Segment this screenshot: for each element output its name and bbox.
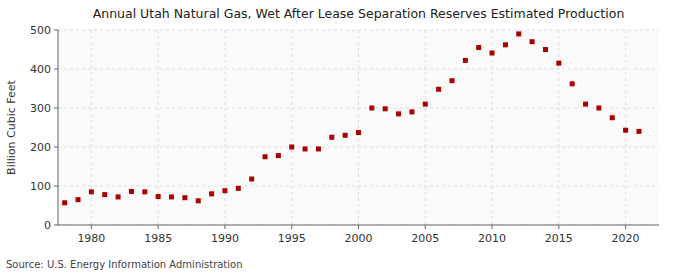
tick bbox=[492, 225, 493, 229]
tick-label: 1985 bbox=[144, 232, 172, 245]
tick-label: 2005 bbox=[411, 232, 439, 245]
tick bbox=[91, 225, 92, 229]
point bbox=[263, 154, 268, 159]
tick-label: 1990 bbox=[211, 232, 239, 245]
y-label: Billion Cubic Feet bbox=[5, 79, 18, 174]
tick bbox=[358, 225, 359, 229]
tick-label: 500 bbox=[30, 24, 51, 37]
tick-label: 2020 bbox=[612, 232, 640, 245]
point bbox=[543, 47, 548, 52]
grid bbox=[58, 30, 659, 225]
point bbox=[249, 176, 254, 181]
point bbox=[182, 195, 187, 200]
tick bbox=[625, 225, 626, 229]
tick-label: 1995 bbox=[278, 232, 306, 245]
point bbox=[596, 106, 601, 111]
point bbox=[343, 133, 348, 138]
point bbox=[209, 191, 214, 196]
grid-line bbox=[492, 30, 493, 225]
point bbox=[196, 198, 201, 203]
grid-line bbox=[558, 30, 559, 225]
point bbox=[236, 186, 241, 191]
point bbox=[156, 194, 161, 199]
point bbox=[356, 130, 361, 135]
tick bbox=[425, 225, 426, 229]
x-axis bbox=[58, 225, 659, 226]
point bbox=[516, 31, 521, 36]
point bbox=[463, 58, 468, 63]
points bbox=[62, 31, 641, 205]
grid-line bbox=[224, 30, 225, 225]
tick-label: 2000 bbox=[345, 232, 373, 245]
point bbox=[169, 194, 174, 199]
point bbox=[303, 146, 308, 151]
tick-label: 0 bbox=[44, 219, 51, 232]
point bbox=[222, 188, 227, 193]
point bbox=[129, 189, 134, 194]
grid-line bbox=[291, 30, 292, 225]
point bbox=[316, 146, 321, 151]
point bbox=[436, 87, 441, 92]
tick-label: 400 bbox=[30, 63, 51, 76]
point bbox=[116, 194, 121, 199]
tick-label: 2015 bbox=[545, 232, 573, 245]
tick-label: 300 bbox=[30, 102, 51, 115]
point bbox=[89, 189, 94, 194]
tick bbox=[54, 186, 58, 187]
grid-line bbox=[358, 30, 359, 225]
tick bbox=[54, 147, 58, 148]
point bbox=[329, 135, 334, 140]
grid-line bbox=[58, 225, 659, 226]
axes: 0 100 200 300 400 500 1980 1985 1990 1995 2000 2005… bbox=[30, 24, 659, 245]
tick bbox=[54, 30, 58, 31]
chart: 0 100 200 300 400 500 1980 1985 1990 1995 2000 2005… bbox=[0, 0, 675, 275]
point bbox=[530, 39, 535, 44]
point bbox=[289, 145, 294, 150]
point bbox=[76, 197, 81, 202]
point bbox=[636, 129, 641, 134]
plot-area bbox=[58, 30, 659, 225]
tick-label: 200 bbox=[30, 141, 51, 154]
grid-line bbox=[625, 30, 626, 225]
point bbox=[570, 81, 575, 86]
point bbox=[276, 153, 281, 158]
tick bbox=[224, 225, 225, 229]
point bbox=[396, 111, 401, 116]
grid-line bbox=[425, 30, 426, 225]
tick bbox=[54, 225, 58, 226]
point bbox=[476, 45, 481, 50]
point bbox=[383, 106, 388, 111]
tick bbox=[54, 108, 58, 109]
tick bbox=[558, 225, 559, 229]
point bbox=[449, 78, 454, 83]
grid-line bbox=[91, 30, 92, 225]
tick bbox=[158, 225, 159, 229]
point bbox=[62, 200, 67, 205]
annotation: Source: U.S. Energy Information Administ… bbox=[6, 259, 243, 270]
tick-label: 1980 bbox=[77, 232, 105, 245]
point bbox=[142, 189, 147, 194]
point bbox=[503, 42, 508, 47]
tick-label: 2010 bbox=[478, 232, 506, 245]
point bbox=[583, 102, 588, 107]
point bbox=[409, 109, 414, 114]
point bbox=[102, 192, 107, 197]
point bbox=[556, 61, 561, 66]
title: Annual Utah Natural Gas, Wet After Lease… bbox=[93, 6, 625, 21]
tick bbox=[54, 69, 58, 70]
point bbox=[369, 106, 374, 111]
point bbox=[623, 128, 628, 133]
point bbox=[610, 115, 615, 120]
point bbox=[423, 102, 428, 107]
tick-label: 100 bbox=[30, 180, 51, 193]
y-axis bbox=[58, 30, 59, 225]
point bbox=[490, 51, 495, 56]
tick bbox=[291, 225, 292, 229]
